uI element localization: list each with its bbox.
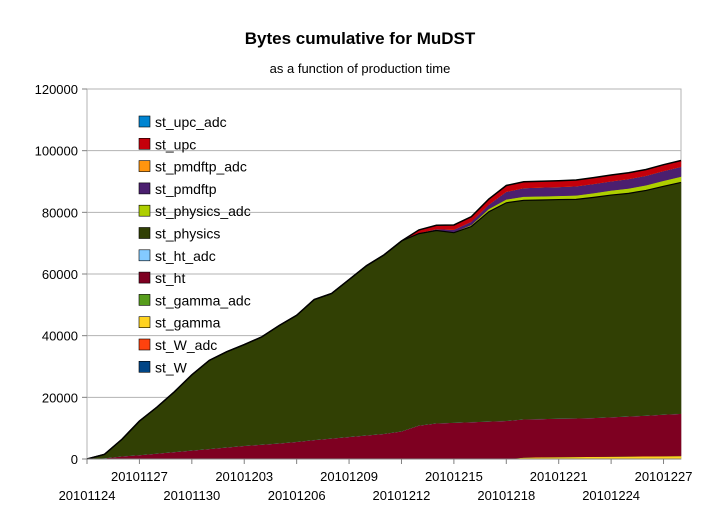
legend-label-st-w: st_W	[155, 359, 188, 375]
legend: st_upc_adc st_upc st_pmdftp_adc st_pmdftpst…	[138, 114, 251, 375]
x-tick-label: 20101221	[530, 469, 588, 484]
x-tick-label: 20101127	[111, 469, 168, 484]
chart-title: Bytes cumulative for MuDST	[245, 29, 476, 48]
chart-subtitle: as a function of production time	[270, 61, 451, 76]
physics-outline	[86, 181, 682, 460]
legend-swatch-st-pmdftp-adc	[138, 160, 151, 172]
legend-swatch-st-physics	[138, 227, 151, 239]
legend-label-st-gamma-adc: st_gamma_adc	[155, 292, 251, 308]
legend-label-st-ht-adc: st_ht_adc	[155, 248, 216, 264]
y-tick-label: 80000	[42, 205, 78, 220]
x-tick-label: 20101206	[268, 488, 326, 503]
axes: 0 20000 40000 60000 80000 100000 120000 2010112…	[35, 82, 693, 503]
legend-swatch-st-w-adc	[138, 338, 151, 351]
legend-label-st-upc-adc: st_upc_adc	[155, 114, 227, 130]
legend-swatch-st-physics-adc	[138, 204, 151, 217]
x-tick-label: 20101203	[215, 469, 273, 484]
legend-label-st-pmdftp-adc: st_pmdftp_adc	[155, 159, 247, 175]
x-tick-label: 20101224	[582, 488, 640, 503]
x-tick-label: 20101218	[477, 488, 535, 503]
y-tick-label: 20000	[42, 390, 78, 405]
x-tick-label: 20101209	[320, 469, 378, 484]
legend-swatch-st-upc	[138, 138, 151, 150]
legend-label-st-gamma: st_gamma	[155, 315, 221, 331]
x-tick-label: 20101124	[59, 488, 116, 503]
x-tick-label: 20101212	[373, 488, 431, 503]
legend-label-st-pmdftp: st_pmdftp	[155, 181, 217, 197]
y-tick-label: 60000	[42, 267, 78, 282]
legend-label-st-ht: st_ht	[155, 270, 185, 286]
legend-swatch-st-w	[138, 360, 151, 373]
y-tick-label: 120000	[35, 82, 78, 97]
x-tick-label: 20101130	[163, 488, 220, 503]
legend-swatch-st-ht	[138, 271, 151, 284]
legend-swatch-st-upc-adc	[138, 115, 151, 128]
legend-label-st-physics: st_physics	[155, 226, 220, 242]
legend-label-st-physics-adc: st_physics_adc	[155, 203, 251, 219]
legend-label-st-upc: st_upc	[155, 136, 196, 152]
y-tick-label: 100000	[35, 144, 78, 159]
legend-label-st-w-adc: st_W_adc	[155, 337, 217, 353]
legend-swatch-st-gamma-adc	[138, 294, 151, 306]
x-tick-label: 20101227	[635, 469, 693, 484]
legend-swatch-st-ht-adc	[138, 249, 151, 262]
x-tick-label: 20101215	[425, 469, 483, 484]
y-tick-label: 0	[71, 452, 78, 467]
legend-swatch-st-gamma	[138, 316, 151, 329]
legend-swatch-st-pmdftp	[138, 182, 151, 195]
y-tick-label: 40000	[42, 329, 78, 344]
